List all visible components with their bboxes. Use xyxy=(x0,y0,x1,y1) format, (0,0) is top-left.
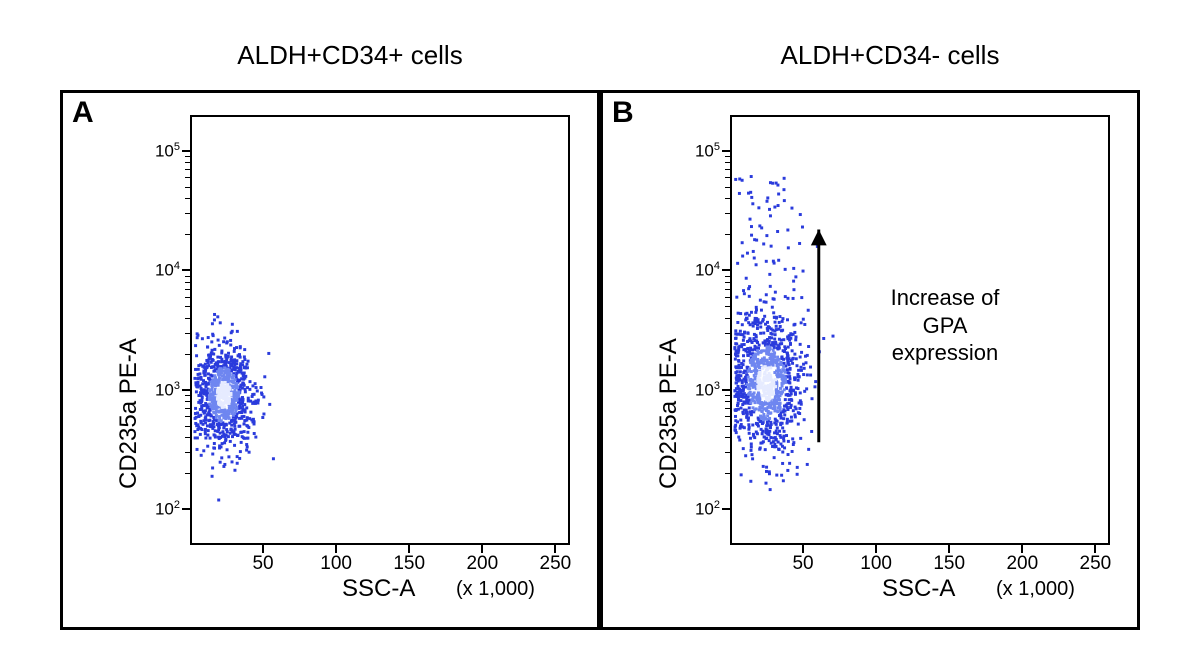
y-minor-tick xyxy=(725,354,730,355)
x-tick xyxy=(408,545,410,553)
y-minor-tick xyxy=(725,289,730,290)
x-tick xyxy=(554,545,556,553)
y-minor-tick xyxy=(725,473,730,474)
y-minor-tick xyxy=(185,282,190,283)
x-tick-label: 100 xyxy=(860,553,892,575)
y-tick-label: 104 xyxy=(680,260,720,281)
x-tick xyxy=(1094,545,1096,553)
x-tick-label: 150 xyxy=(933,553,965,575)
y-minor-tick xyxy=(185,408,190,409)
panel-a-scatter xyxy=(192,117,568,543)
y-tick-label: 103 xyxy=(140,380,180,401)
y-minor-tick xyxy=(185,276,190,277)
panel-a-x-multiplier: (x 1,000) xyxy=(456,578,535,601)
x-tick-label: 200 xyxy=(466,553,498,575)
panel-b-x-multiplier: (x 1,000) xyxy=(996,578,1075,601)
y-minor-tick xyxy=(725,156,730,157)
panel-b-annotation-text: Increase ofGPAexpression xyxy=(860,284,1030,367)
y-minor-tick xyxy=(185,401,190,402)
x-tick xyxy=(481,545,483,553)
y-minor-tick xyxy=(185,162,190,163)
y-tick xyxy=(722,508,730,510)
y-minor-tick xyxy=(725,213,730,214)
annotation-arrow-head xyxy=(811,230,827,246)
x-tick-label: 250 xyxy=(540,553,572,575)
x-tick xyxy=(1021,545,1023,553)
x-tick-label: 50 xyxy=(252,553,273,575)
y-tick-label: 104 xyxy=(140,260,180,281)
y-tick-label: 103 xyxy=(680,380,720,401)
panel-b-x-label: SSC-A xyxy=(882,575,955,603)
y-minor-tick xyxy=(725,198,730,199)
panel-a-y-label: CD235a PE-A xyxy=(115,338,143,489)
x-tick xyxy=(335,545,337,553)
y-minor-tick xyxy=(725,426,730,427)
y-minor-tick xyxy=(725,297,730,298)
y-minor-tick xyxy=(185,318,190,319)
y-minor-tick xyxy=(185,187,190,188)
y-tick xyxy=(182,508,190,510)
y-tick-label: 102 xyxy=(140,499,180,520)
figure-root: ALDH+CD34+ cells ALDH+CD34- cells A B CD… xyxy=(0,0,1200,667)
y-minor-tick xyxy=(185,452,190,453)
y-minor-tick xyxy=(725,333,730,334)
y-minor-tick xyxy=(725,408,730,409)
y-minor-tick xyxy=(185,306,190,307)
panel-b-letter: B xyxy=(612,96,634,130)
x-tick xyxy=(802,545,804,553)
y-minor-tick xyxy=(725,306,730,307)
y-minor-tick xyxy=(185,289,190,290)
panel-a-letter: A xyxy=(72,96,94,130)
y-tick-label: 102 xyxy=(680,499,720,520)
y-minor-tick xyxy=(725,416,730,417)
y-tick xyxy=(182,269,190,271)
x-tick xyxy=(262,545,264,553)
y-minor-tick xyxy=(185,177,190,178)
panel-a-x-label: SSC-A xyxy=(342,575,415,603)
y-minor-tick xyxy=(725,234,730,235)
panel-a-title: ALDH+CD34+ cells xyxy=(100,40,600,71)
x-tick-label: 50 xyxy=(792,553,813,575)
y-minor-tick xyxy=(725,395,730,396)
y-minor-tick xyxy=(185,234,190,235)
panel-a-plot-frame xyxy=(190,115,570,545)
y-minor-tick xyxy=(725,187,730,188)
y-tick xyxy=(722,389,730,391)
y-tick xyxy=(182,150,190,152)
y-minor-tick xyxy=(725,318,730,319)
y-minor-tick xyxy=(185,437,190,438)
y-minor-tick xyxy=(725,162,730,163)
y-minor-tick xyxy=(725,282,730,283)
y-minor-tick xyxy=(725,452,730,453)
y-minor-tick xyxy=(185,169,190,170)
y-minor-tick xyxy=(185,297,190,298)
y-minor-tick xyxy=(185,416,190,417)
y-minor-tick xyxy=(725,177,730,178)
y-minor-tick xyxy=(185,333,190,334)
y-tick xyxy=(182,389,190,391)
x-tick xyxy=(948,545,950,553)
y-minor-tick xyxy=(185,354,190,355)
x-tick xyxy=(875,545,877,553)
x-tick-label: 100 xyxy=(320,553,352,575)
x-tick-label: 150 xyxy=(393,553,425,575)
y-minor-tick xyxy=(725,437,730,438)
y-minor-tick xyxy=(185,198,190,199)
y-minor-tick xyxy=(725,276,730,277)
y-tick-label: 105 xyxy=(680,141,720,162)
x-tick-label: 200 xyxy=(1006,553,1038,575)
y-tick xyxy=(722,150,730,152)
y-minor-tick xyxy=(185,395,190,396)
y-minor-tick xyxy=(185,473,190,474)
y-minor-tick xyxy=(185,213,190,214)
panel-b-y-label: CD235a PE-A xyxy=(655,338,683,489)
y-tick xyxy=(722,269,730,271)
y-minor-tick xyxy=(185,426,190,427)
panel-b-title: ALDH+CD34- cells xyxy=(640,40,1140,71)
x-tick-label: 250 xyxy=(1080,553,1112,575)
y-tick-label: 105 xyxy=(140,141,180,162)
y-minor-tick xyxy=(725,169,730,170)
y-minor-tick xyxy=(185,156,190,157)
y-minor-tick xyxy=(725,401,730,402)
